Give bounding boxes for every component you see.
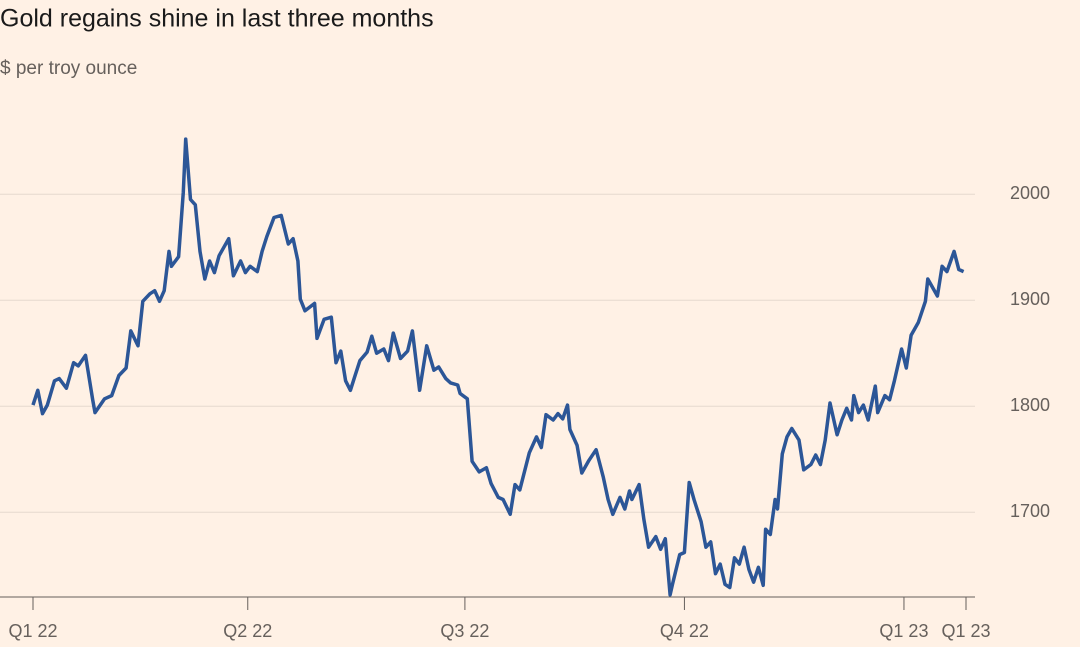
chart-title: Gold regains shine in last three months bbox=[0, 5, 434, 33]
y-tick-label: 1800 bbox=[1010, 395, 1050, 415]
price-line bbox=[31, 137, 965, 597]
x-tick-label: Q1 23 bbox=[941, 621, 990, 641]
x-tick-label: Q3 22 bbox=[440, 621, 489, 641]
y-tick-label: 1700 bbox=[1010, 501, 1050, 521]
x-tick-label: Q4 22 bbox=[660, 621, 709, 641]
x-tick-label: Q2 22 bbox=[223, 621, 272, 641]
x-tick-label: Q1 23 bbox=[879, 621, 928, 641]
y-tick-label: 2000 bbox=[1010, 183, 1050, 203]
chart-subtitle: $ per troy ounce bbox=[0, 58, 137, 79]
y-tick-label: 1900 bbox=[1010, 289, 1050, 309]
x-tick-label: Q1 22 bbox=[8, 621, 57, 641]
